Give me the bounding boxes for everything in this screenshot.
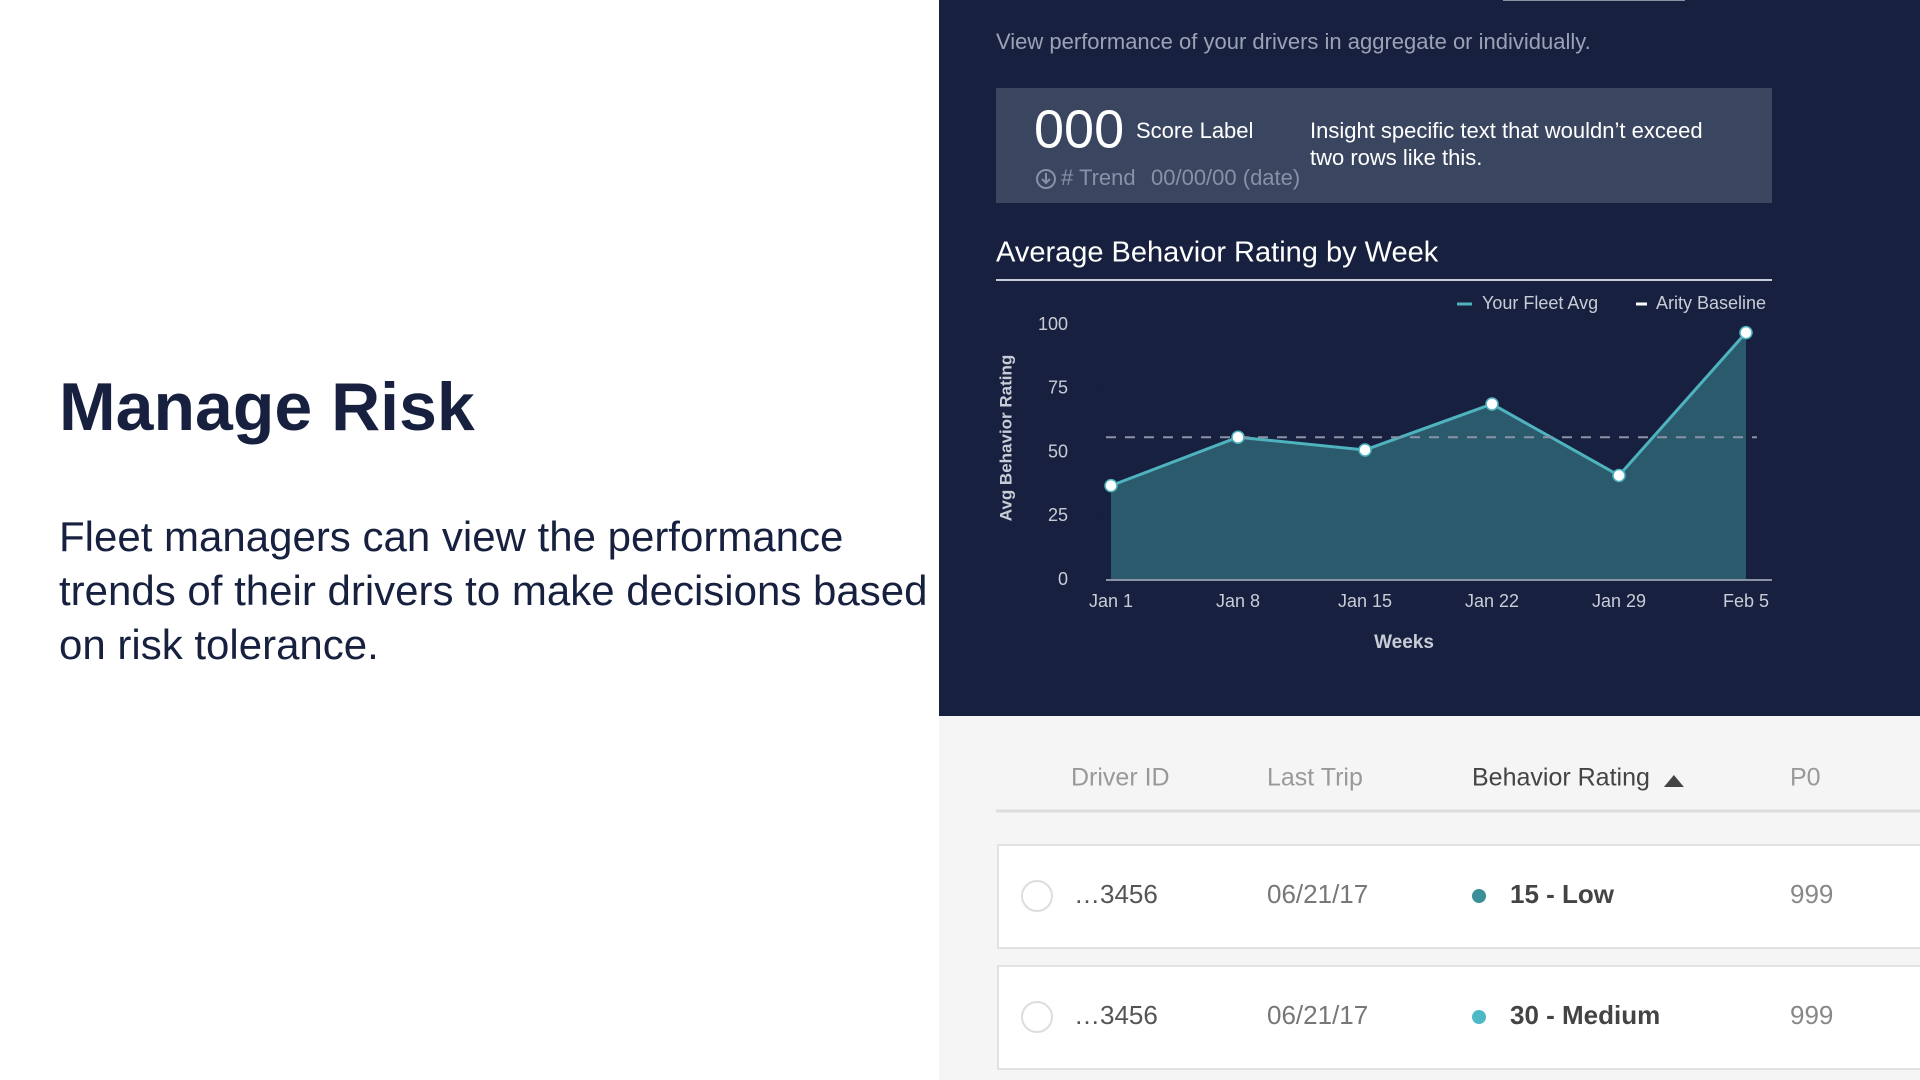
rating-dot	[1472, 1010, 1486, 1024]
rating-dot	[1472, 889, 1486, 903]
x-tick-label: Jan 1	[1089, 591, 1133, 611]
column-header[interactable]: P0	[1790, 764, 1821, 792]
y-tick-label: 100	[1038, 314, 1068, 334]
p0-value: 999	[1790, 879, 1833, 909]
table-row	[997, 844, 1920, 949]
insight-line: two rows like this.	[1310, 145, 1482, 170]
x-tick-label: Jan 8	[1216, 591, 1260, 611]
score-card	[996, 88, 1772, 203]
sort-arrow	[1663, 775, 1684, 787]
table-row	[997, 965, 1920, 1070]
driver-id: …3456	[1074, 1000, 1158, 1030]
trend-date: 00/00/00 (date)	[1151, 165, 1300, 190]
point	[1104, 478, 1118, 493]
tab-indicator	[1503, 0, 1685, 1]
behavior-rating: 30 - Medium	[1510, 1000, 1660, 1030]
legend-entry: Arity Baseline	[1656, 293, 1766, 313]
x-tick-label: Jan 15	[1338, 591, 1392, 611]
slide-body: Fleet managers can view the performance …	[59, 513, 928, 668]
trend: # Trend	[1061, 165, 1136, 190]
point	[1612, 468, 1626, 483]
last-trip: 06/21/17	[1267, 879, 1368, 909]
x-tick-label: Jan 22	[1465, 591, 1519, 611]
point	[1739, 325, 1753, 340]
score-label: Score Label	[1136, 118, 1253, 143]
subtitle: View performance of your drivers in aggr…	[996, 29, 1591, 54]
point	[1485, 397, 1499, 411]
area	[1111, 332, 1746, 580]
insight-line: Insight specific text that wouldn’t exce…	[1310, 118, 1703, 143]
last-trip: 06/21/17	[1267, 1000, 1368, 1030]
y-tick-label: 25	[1048, 505, 1068, 525]
row-checkbox[interactable]	[1021, 1001, 1053, 1033]
y-tick-label: 0	[1058, 569, 1068, 589]
y-tick-label: 50	[1048, 441, 1068, 461]
y-axis-label: Avg Behavior Rating	[996, 355, 1015, 522]
line	[1110, 331, 1748, 488]
point	[1358, 443, 1372, 457]
score: 000	[1034, 99, 1124, 159]
driver-id: …3456	[1074, 879, 1158, 909]
column-header[interactable]: Last Trip	[1267, 764, 1363, 792]
p0-value: 999	[1790, 1000, 1833, 1030]
slide-title: Manage Risk	[59, 369, 475, 445]
column-header[interactable]: Behavior Rating	[1472, 764, 1650, 792]
legend-entry: Your Fleet Avg	[1482, 293, 1598, 313]
behavior-rating: 15 - Low	[1510, 879, 1615, 909]
column-header[interactable]: Driver ID	[1071, 764, 1170, 792]
y-tick-label: 75	[1048, 378, 1068, 398]
x-tick-label: Jan 29	[1592, 591, 1646, 611]
chart-title: Average Behavior Rating by Week	[996, 237, 1439, 269]
x-axis-label: Weeks	[1374, 632, 1434, 653]
point	[1231, 430, 1245, 444]
row-checkbox[interactable]	[1021, 880, 1053, 912]
trend-arrow	[1041, 173, 1051, 185]
x-tick-label: Feb 5	[1723, 591, 1769, 611]
trend-icon	[1036, 169, 1056, 189]
